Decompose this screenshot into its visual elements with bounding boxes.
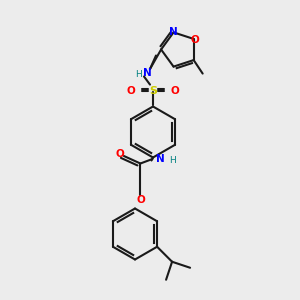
Text: O: O (136, 195, 145, 205)
Text: S: S (149, 86, 157, 96)
Text: O: O (191, 35, 200, 45)
Text: H: H (169, 156, 176, 165)
Text: N: N (142, 68, 152, 78)
Text: O: O (115, 149, 124, 159)
Text: H: H (136, 70, 142, 79)
Text: N: N (169, 27, 178, 37)
Text: O: O (170, 86, 179, 96)
Text: N: N (155, 154, 164, 164)
Text: O: O (127, 86, 136, 96)
